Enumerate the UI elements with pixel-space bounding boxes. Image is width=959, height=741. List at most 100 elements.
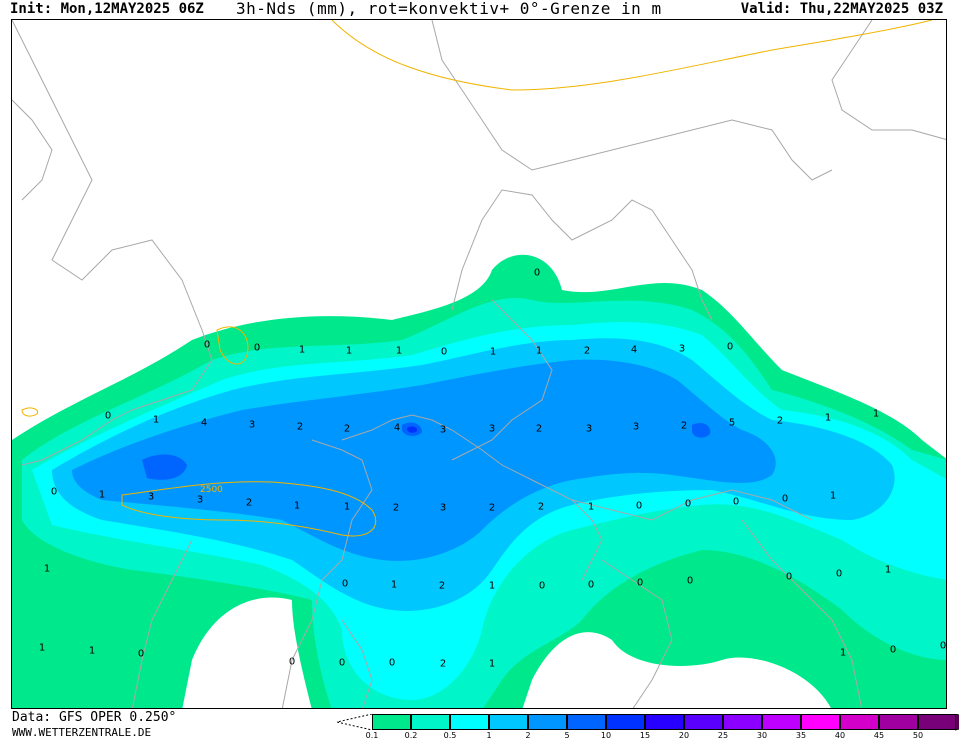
value-label: 3 xyxy=(488,423,496,435)
value-label: 2 xyxy=(439,658,447,670)
value-label: 1 xyxy=(489,346,497,358)
value-label: 1 xyxy=(587,501,595,513)
map-title: 3h-Nds (mm), rot=konvektiv+ 0°-Grenze in… xyxy=(236,0,662,18)
legend-swatch xyxy=(450,714,489,730)
value-label: 4 xyxy=(393,422,401,434)
legend-label: 30 xyxy=(756,731,768,740)
legend-label: 5 xyxy=(564,731,570,740)
freezing-level-contours xyxy=(21,20,933,537)
value-label: 2 xyxy=(537,501,545,513)
legend-upper-arrow xyxy=(955,714,959,731)
value-label: 2 xyxy=(488,502,496,514)
precipitation-map: 2500 0 0 1 1 1 0 1 1 2 4 3 0 0 0 1 4 3 2 2 4 3 3 2 3 3 2 5 2 1 1 0 1 3 3 2… xyxy=(11,19,947,709)
precip-field xyxy=(12,254,946,708)
legend-label: 1 xyxy=(486,731,492,740)
value-label: 1 xyxy=(152,414,160,426)
value-label: 3 xyxy=(585,423,593,435)
legend-swatch xyxy=(645,714,684,730)
value-label: 0 xyxy=(538,580,546,592)
legend-label: 0.1 xyxy=(365,731,379,740)
value-label: 0 xyxy=(889,644,897,656)
value-label: 3 xyxy=(439,502,447,514)
value-label: 2 xyxy=(392,502,400,514)
value-label: 0 xyxy=(781,493,789,505)
value-label: 0 xyxy=(636,577,644,589)
legend-swatch xyxy=(528,714,567,730)
value-label: 1 xyxy=(88,645,96,657)
value-label: 1 xyxy=(824,412,832,424)
legend-swatch xyxy=(684,714,723,730)
legend-swatch xyxy=(567,714,606,730)
legend-swatch xyxy=(762,714,801,730)
legend-swatch xyxy=(918,714,957,730)
precip-band-5-inner xyxy=(407,426,418,433)
value-label: 1 xyxy=(390,579,398,591)
value-label: 0 xyxy=(253,342,261,354)
precip-band-2 xyxy=(72,359,776,561)
value-label: 1 xyxy=(98,489,106,501)
value-label: 2 xyxy=(296,421,304,433)
legend-label: 25 xyxy=(717,731,729,740)
value-label: 0 xyxy=(137,648,145,660)
value-label: 4 xyxy=(200,417,208,429)
value-label: 2 xyxy=(438,580,446,592)
legend-label: 10 xyxy=(600,731,612,740)
value-label: 0 xyxy=(440,346,448,358)
legend-label: 45 xyxy=(873,731,885,740)
value-label: 0 xyxy=(533,267,541,279)
contour-label: 2500 xyxy=(200,485,223,495)
value-label: 0 xyxy=(50,486,58,498)
value-label: 1 xyxy=(395,345,403,357)
legend-label: 50 xyxy=(912,731,924,740)
site-label: WWW.WETTERZENTRALE.DE xyxy=(12,726,152,739)
data-source-label: Data: GFS OPER 0.250° xyxy=(12,710,177,725)
value-label: 0 xyxy=(203,339,211,351)
value-label: 1 xyxy=(43,563,51,575)
value-label: 1 xyxy=(343,501,351,513)
value-label: 1 xyxy=(38,642,46,654)
legend-label: 40 xyxy=(834,731,846,740)
value-label: 0 xyxy=(338,657,346,669)
value-label: 2 xyxy=(680,420,688,432)
value-label: 3 xyxy=(632,421,640,433)
legend-swatch xyxy=(801,714,840,730)
legend-swatch xyxy=(411,714,450,730)
value-label: 4 xyxy=(630,344,638,356)
value-label: 0 xyxy=(785,571,793,583)
value-label: 3 xyxy=(196,494,204,506)
value-label: 5 xyxy=(728,417,736,429)
value-label: 1 xyxy=(488,658,496,670)
value-label: 0 xyxy=(341,578,349,590)
init-time-label: Init: Mon,12MAY2025 06Z xyxy=(10,1,204,17)
value-label: 1 xyxy=(884,564,892,576)
legend-label: 2 xyxy=(525,731,531,740)
legend-swatch xyxy=(723,714,762,730)
value-label: 0 xyxy=(939,640,947,652)
value-label: 0 xyxy=(104,410,112,422)
value-label: 0 xyxy=(726,341,734,353)
legend-swatch xyxy=(606,714,645,730)
value-label: 1 xyxy=(839,647,847,659)
value-label: 0 xyxy=(288,656,296,668)
legend-label: 15 xyxy=(639,731,651,740)
legend-swatch xyxy=(489,714,528,730)
legend-label: 0.5 xyxy=(443,731,457,740)
value-label: 2 xyxy=(583,345,591,357)
value-label: 3 xyxy=(678,343,686,355)
value-label: 1 xyxy=(872,408,880,420)
value-label: 2 xyxy=(535,423,543,435)
value-label: 0 xyxy=(587,579,595,591)
value-label: 3 xyxy=(439,424,447,436)
value-label: 3 xyxy=(147,491,155,503)
value-label: 0 xyxy=(835,568,843,580)
value-label: 1 xyxy=(829,490,837,502)
value-label: 2 xyxy=(343,423,351,435)
legend-swatch xyxy=(840,714,879,730)
valid-time-label: Valid: Thu,22MAY2025 03Z xyxy=(740,1,943,17)
value-label: 0 xyxy=(635,500,643,512)
coastlines xyxy=(12,20,946,708)
value-label: 0 xyxy=(686,575,694,587)
value-label: 1 xyxy=(293,500,301,512)
value-label: 1 xyxy=(345,345,353,357)
value-label: 1 xyxy=(488,580,496,592)
